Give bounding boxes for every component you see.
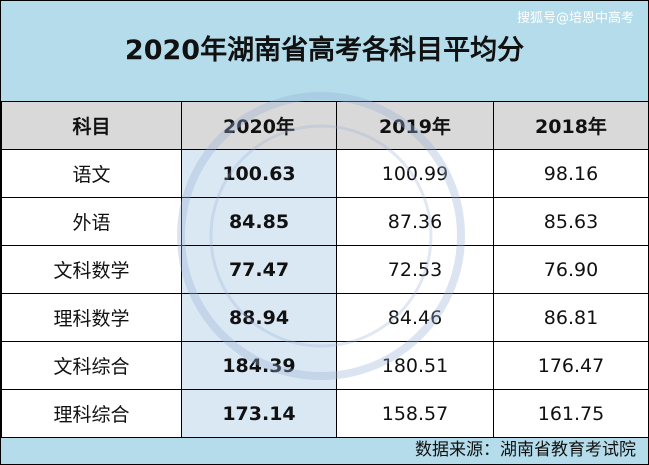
- score-table: 科目 2020年 2019年 2018年 语文 100.63 100.99 98.16 外语 8…: [1, 101, 649, 438]
- subject-cell: 理科综合: [1, 389, 182, 438]
- score-cell: 77.47: [181, 245, 337, 294]
- subject-cell: 语文: [1, 149, 182, 198]
- score-cell: 161.75: [493, 389, 649, 438]
- score-cell: 84.85: [181, 197, 337, 246]
- table-row: 文科综合 184.39 180.51 176.47: [1, 341, 649, 390]
- table-row: 外语 84.85 87.36 85.63: [1, 197, 649, 246]
- subject-cell: 理科数学: [1, 293, 182, 342]
- table-row: 语文 100.63 100.99 98.16: [1, 149, 649, 198]
- score-cell: 180.51: [336, 341, 494, 390]
- score-cell: 84.46: [336, 293, 494, 342]
- table-row: 理科综合 173.14 158.57 161.75: [1, 389, 649, 438]
- subject-cell: 文科数学: [1, 245, 182, 294]
- score-cell: 72.53: [336, 245, 494, 294]
- table-row: 文科数学 77.47 72.53 76.90: [1, 245, 649, 294]
- score-cell: 100.63: [181, 149, 337, 198]
- score-cell: 86.81: [493, 293, 649, 342]
- score-cell: 76.90: [493, 245, 649, 294]
- header-row: 科目 2020年 2019年 2018年: [1, 101, 649, 150]
- table-title: 2020年湖南省高考各科目平均分: [124, 35, 525, 66]
- score-cell: 98.16: [493, 149, 649, 198]
- score-cell: 87.36: [336, 197, 494, 246]
- score-cell: 184.39: [181, 341, 337, 390]
- column-header: 2018年: [493, 101, 649, 150]
- column-header: 2019年: [336, 101, 494, 150]
- score-cell: 173.14: [181, 389, 337, 438]
- score-cell: 88.94: [181, 293, 337, 342]
- watermark: 搜狐号@培恩中高考: [516, 11, 634, 26]
- source-note: 数据来源：湖南省教育考试院: [415, 440, 636, 460]
- score-cell: 158.57: [336, 389, 494, 438]
- table-row: 理科数学 88.94 84.46 86.81: [1, 293, 649, 342]
- column-header: 科目: [1, 101, 182, 150]
- column-header: 2020年: [181, 101, 337, 150]
- score-cell: 100.99: [336, 149, 494, 198]
- subject-cell: 外语: [1, 197, 182, 246]
- score-cell: 85.63: [493, 197, 649, 246]
- subject-cell: 文科综合: [1, 341, 182, 390]
- score-cell: 176.47: [493, 341, 649, 390]
